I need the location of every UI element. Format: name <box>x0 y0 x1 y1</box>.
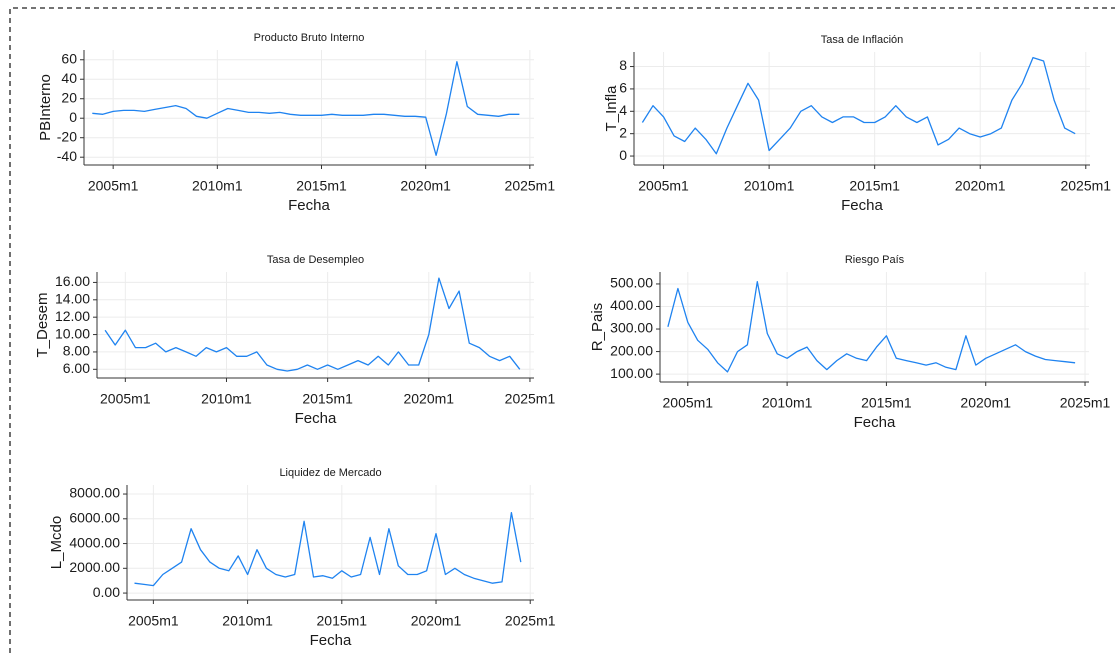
chart-title: Producto Bruto Interno <box>254 32 365 44</box>
x-tick-label: 2015m1 <box>317 613 368 629</box>
x-tick-label: 2010m1 <box>201 391 252 407</box>
y-tick-label: 8.00 <box>63 343 90 359</box>
y-tick-label: 4 <box>619 102 627 118</box>
y-tick-label: 10.00 <box>55 325 90 341</box>
x-tick-label: 2025m1 <box>505 178 556 194</box>
x-tick-label: 2010m1 <box>762 395 813 411</box>
x-tick-label: 2005m1 <box>88 178 139 194</box>
x-tick-label: 2020m1 <box>411 613 462 629</box>
y-tick-label: 60 <box>61 50 77 66</box>
x-tick-label: 2025m1 <box>1060 395 1111 411</box>
x-tick-label: 2015m1 <box>302 391 353 407</box>
x-axis-title: Fecha <box>310 632 352 649</box>
y-axis-title: L_Mcdo <box>48 516 65 569</box>
y-tick-label: 14.00 <box>55 291 90 307</box>
series-line <box>641 56 1076 155</box>
series-line <box>134 511 522 587</box>
x-tick-label: 2020m1 <box>400 178 451 194</box>
x-tick-label: 2015m1 <box>849 178 900 194</box>
x-tick-label: 2010m1 <box>744 178 795 194</box>
y-tick-label: 40 <box>61 70 77 86</box>
y-tick-label: 6000.00 <box>69 509 120 525</box>
y-tick-label: 400.00 <box>610 297 653 313</box>
y-tick-label: 100.00 <box>610 365 653 381</box>
y-tick-label: -40 <box>57 148 77 164</box>
y-tick-label: 300.00 <box>610 320 653 336</box>
y-tick-label: 0.00 <box>93 584 120 600</box>
y-tick-label: 2000.00 <box>69 559 120 575</box>
chart-title: Tasa de Desempleo <box>267 254 364 266</box>
chart-title: Riesgo País <box>845 254 905 266</box>
x-tick-label: 2025m1 <box>505 613 556 629</box>
y-tick-label: 0 <box>69 109 77 125</box>
y-tick-label: 20 <box>61 89 77 105</box>
x-tick-label: 2025m1 <box>505 391 556 407</box>
chart-title: Liquidez de Mercado <box>279 467 381 479</box>
y-tick-label: 4000.00 <box>69 534 120 550</box>
x-tick-label: 2015m1 <box>861 395 912 411</box>
x-tick-label: 2010m1 <box>192 178 243 194</box>
x-axis-title: Fecha <box>841 197 883 214</box>
y-axis-title: R_Pais <box>589 303 606 351</box>
chart-title: Tasa de Inflación <box>821 34 904 46</box>
y-tick-label: 6.00 <box>63 360 90 376</box>
y-tick-label: 2 <box>619 124 627 140</box>
y-tick-label: 16.00 <box>55 273 90 289</box>
x-tick-label: 2005m1 <box>638 178 689 194</box>
x-tick-label: 2005m1 <box>663 395 714 411</box>
y-tick-label: 8 <box>619 57 627 73</box>
x-axis-title: Fecha <box>854 414 896 431</box>
y-axis-title: T_Infla <box>603 85 620 132</box>
x-tick-label: 2005m1 <box>128 613 179 629</box>
y-tick-label: 6 <box>619 80 627 96</box>
x-tick-label: 2010m1 <box>222 613 273 629</box>
x-axis-title: Fecha <box>295 410 337 427</box>
x-tick-label: 2020m1 <box>403 391 454 407</box>
y-axis-title: T_Desem <box>34 292 51 357</box>
x-tick-label: 2020m1 <box>960 395 1011 411</box>
x-tick-label: 2025m1 <box>1060 178 1111 194</box>
x-tick-label: 2005m1 <box>100 391 151 407</box>
series-line <box>104 277 521 372</box>
series-line <box>92 61 520 156</box>
x-axis-title: Fecha <box>288 197 330 214</box>
y-tick-label: 500.00 <box>610 275 653 291</box>
y-tick-label: 12.00 <box>55 308 90 324</box>
y-tick-label: 8000.00 <box>69 485 120 501</box>
series-line <box>667 281 1076 373</box>
y-tick-label: -20 <box>57 128 77 144</box>
y-tick-label: 0 <box>619 147 627 163</box>
x-tick-label: 2015m1 <box>296 178 347 194</box>
frame <box>9 7 1115 653</box>
y-axis-title: PBInterno <box>37 74 54 141</box>
y-tick-label: 200.00 <box>610 342 653 358</box>
x-tick-label: 2020m1 <box>955 178 1006 194</box>
